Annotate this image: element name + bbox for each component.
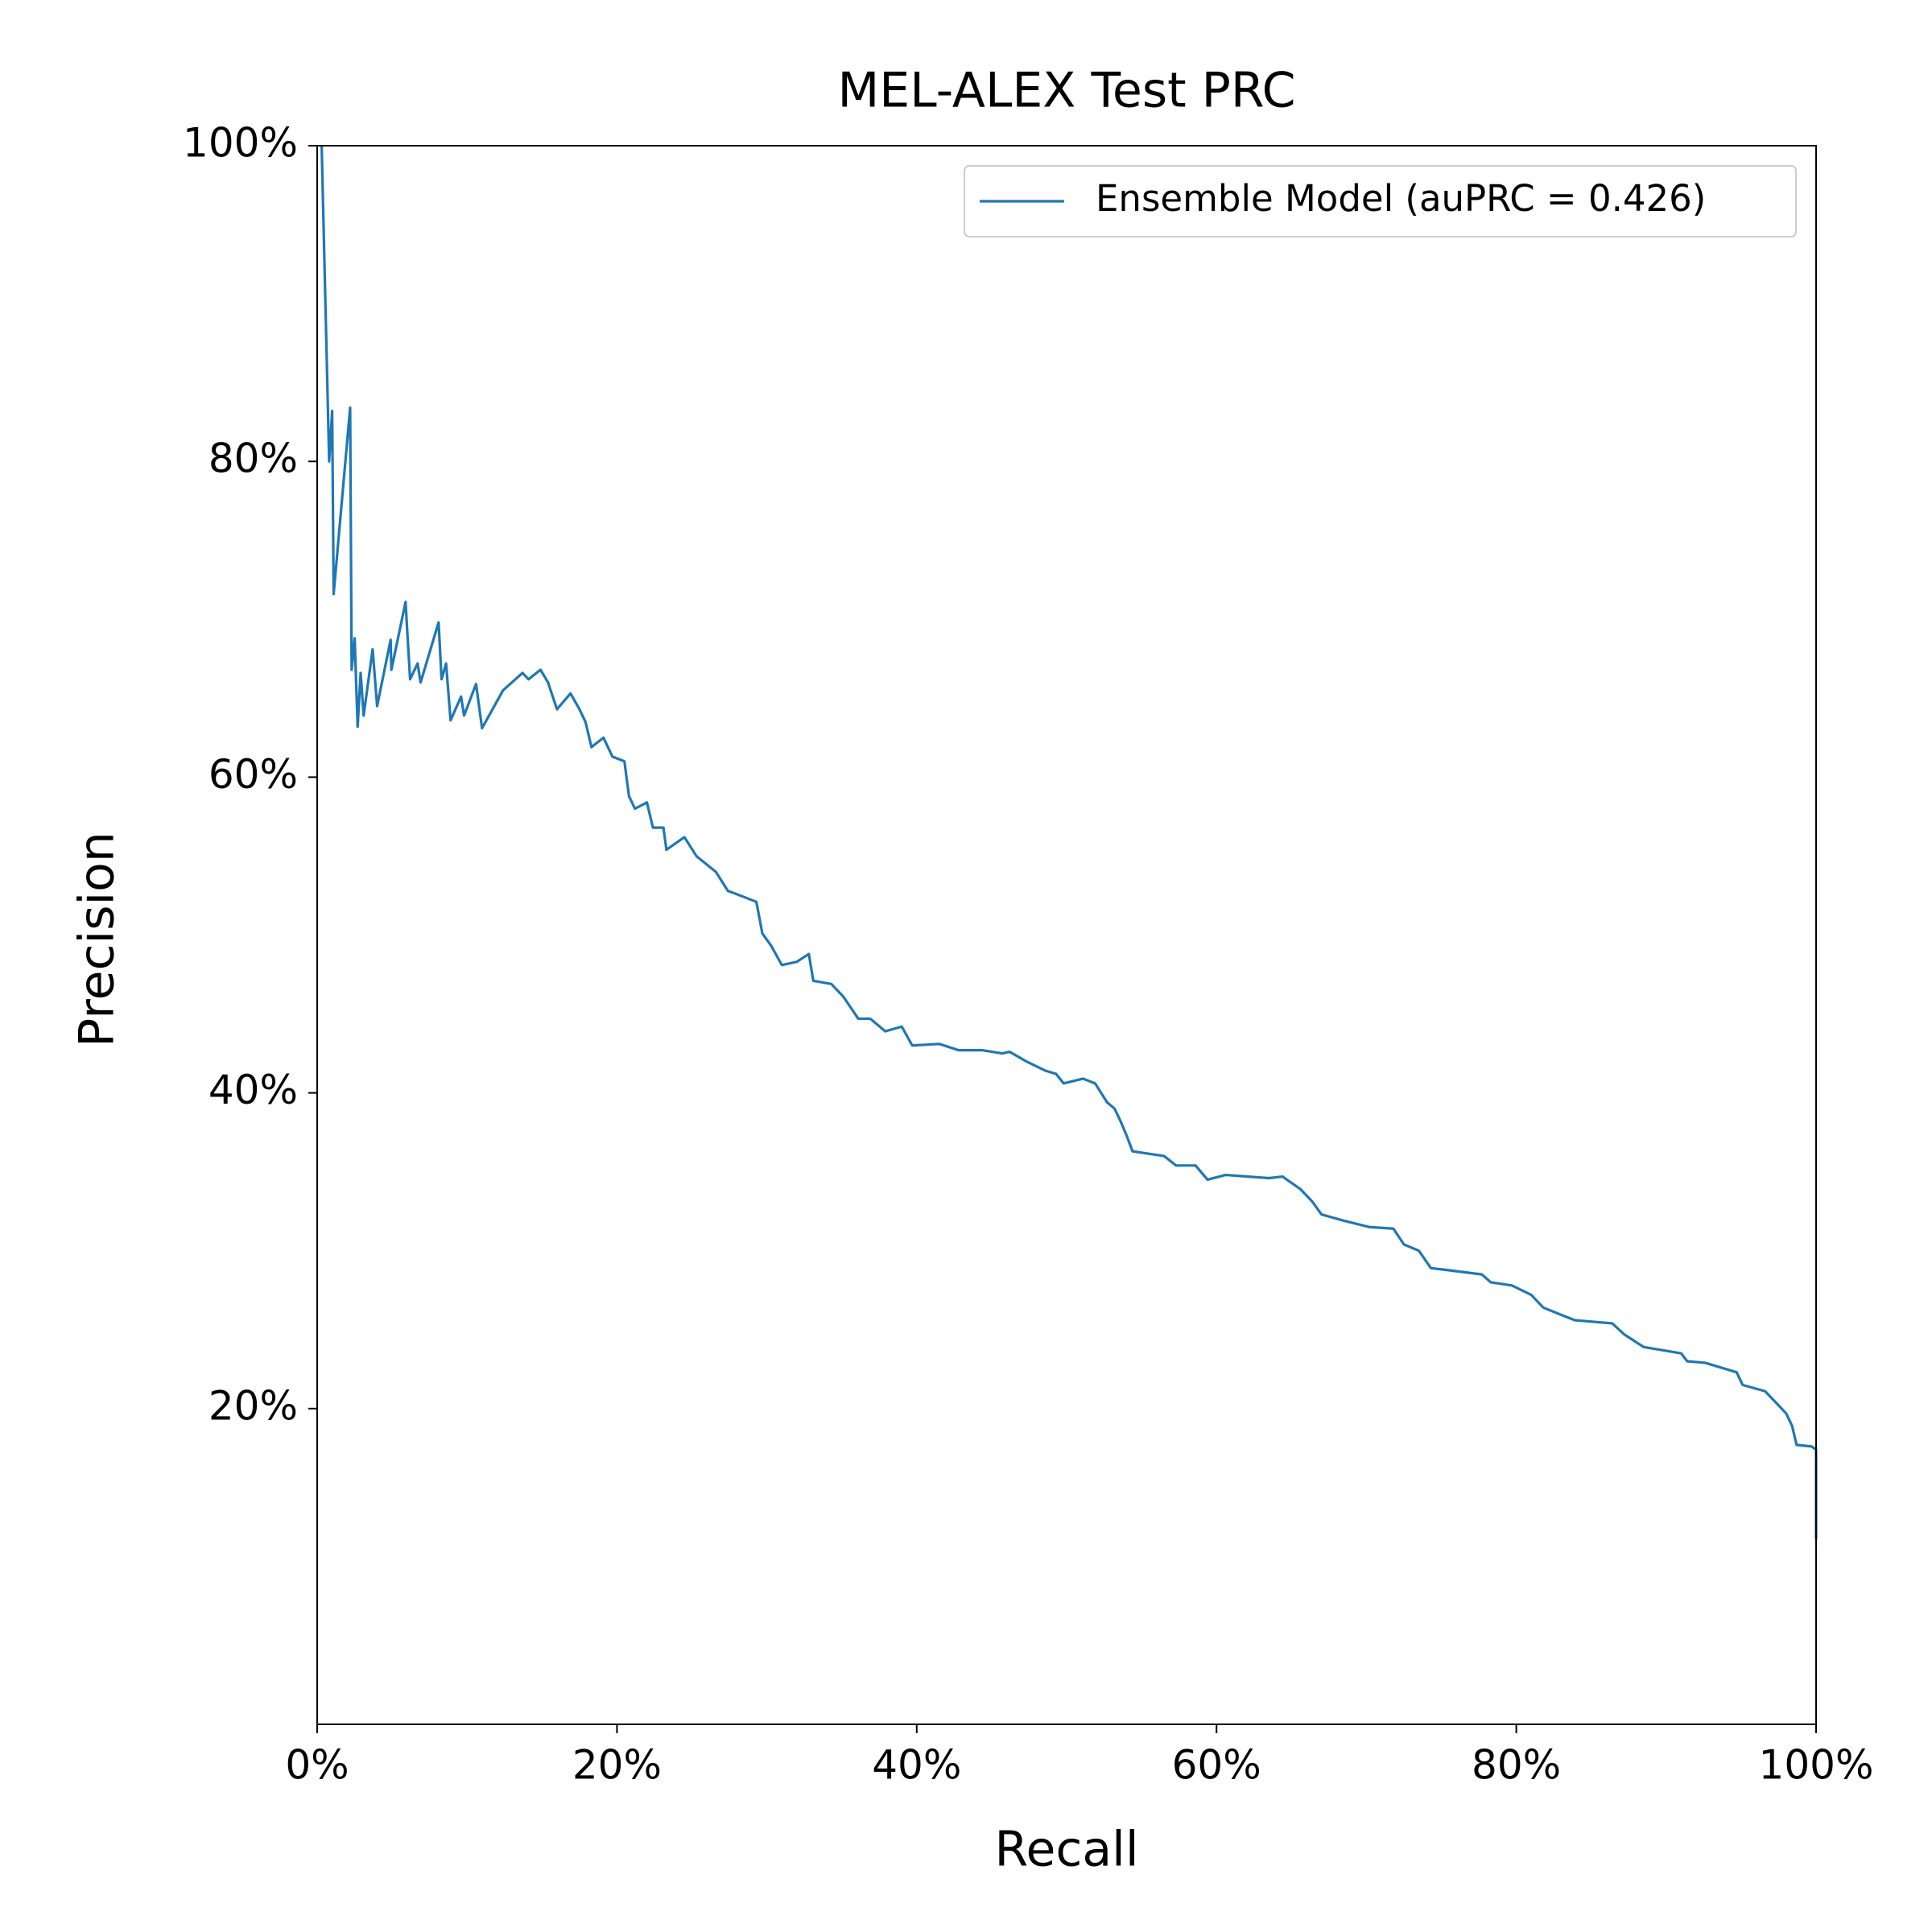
y-tick-label: 20% <box>208 1382 298 1429</box>
x-tick-label: 0% <box>285 1742 349 1789</box>
x-axis-label: Recall <box>994 1822 1138 1878</box>
plot-frame <box>316 145 1817 1725</box>
x-tick-label: 20% <box>572 1742 662 1789</box>
x-tick-label: 40% <box>872 1742 961 1789</box>
x-tick-label: 80% <box>1472 1742 1561 1789</box>
y-axis-label: Precision <box>69 832 126 1047</box>
y-tick-label: 60% <box>208 751 298 798</box>
y-tick-label: 80% <box>208 436 298 482</box>
data-line <box>320 145 1818 1540</box>
y-tick-label: 100% <box>183 120 298 167</box>
chart-title: MEL-ALEX Test PRC <box>838 63 1296 119</box>
legend-label: Ensemble Model (auPRC = 0.426) <box>1096 177 1706 220</box>
legend-box <box>964 165 1797 237</box>
x-tick-label: 100% <box>1759 1742 1874 1789</box>
x-tick-label: 60% <box>1172 1742 1261 1789</box>
y-tick-label: 40% <box>208 1067 298 1113</box>
